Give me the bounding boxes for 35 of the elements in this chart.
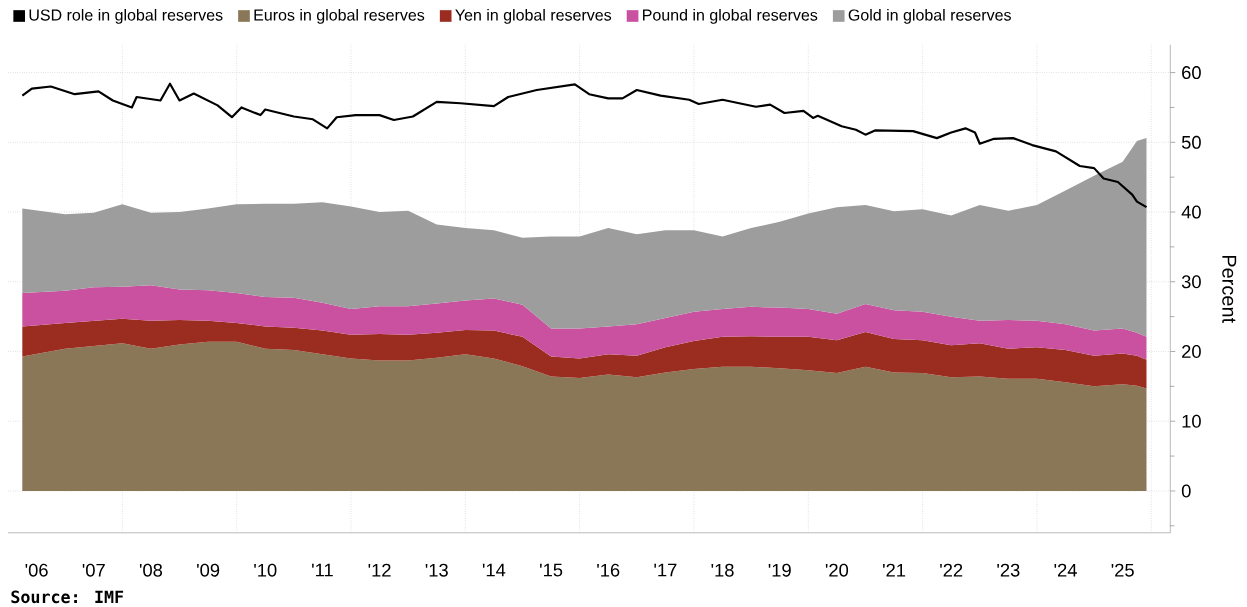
x-tick-label: '20 — [825, 563, 849, 577]
x-tick-label: '07 — [82, 563, 105, 577]
x-tick-label: '22 — [940, 563, 963, 577]
y-tick-label: 20 — [1182, 345, 1201, 359]
x-tick-label: '14 — [482, 563, 506, 577]
legend-label: USD role in global reserves — [29, 9, 223, 24]
legend-label: Pound in global reserves — [643, 9, 818, 24]
x-tick-label: '09 — [197, 563, 220, 577]
x-tick-label: '10 — [254, 563, 277, 577]
x-tick-label: '23 — [997, 563, 1020, 577]
x-tick-label: '17 — [654, 563, 677, 577]
legend-label: Gold in global reserves — [848, 9, 1011, 24]
x-tick-label: '12 — [368, 563, 391, 577]
x-tick-label: '25 — [1111, 563, 1134, 577]
x-tick-label: '24 — [1054, 563, 1077, 577]
x-tick-label: '13 — [425, 563, 448, 577]
x-tick-label: '11 — [312, 563, 333, 577]
legend-label: Euros in global reserves — [254, 9, 425, 24]
x-tick-label: '15 — [540, 563, 563, 577]
y-tick-label: 10 — [1182, 414, 1201, 428]
legend-label: Yen in global reserves — [455, 9, 612, 24]
y-tick-label: 40 — [1181, 205, 1201, 219]
y-axis-title: Percent — [1222, 256, 1237, 324]
x-tick-label: '21 — [883, 563, 906, 577]
y-tick-label: 50 — [1181, 135, 1201, 149]
x-tick-label: '18 — [711, 563, 734, 577]
x-tick-label: '06 — [25, 563, 48, 577]
y-tick-label: 0 — [1181, 484, 1191, 498]
line-series — [21, 82, 1148, 209]
y-tick-label: 30 — [1181, 275, 1201, 289]
x-tick-label: '16 — [597, 563, 620, 577]
x-tick-label: '08 — [139, 563, 163, 577]
x-tick-label: '19 — [768, 563, 791, 577]
source-note: Source: IMF — [11, 590, 124, 604]
y-tick-label: 60 — [1182, 66, 1201, 80]
